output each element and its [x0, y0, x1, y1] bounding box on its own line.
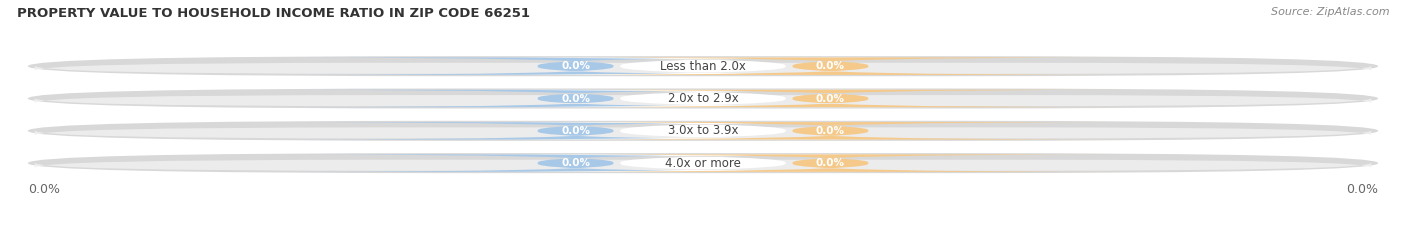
Text: 3.0x to 3.9x: 3.0x to 3.9x	[668, 124, 738, 137]
Text: 0.0%: 0.0%	[815, 61, 845, 71]
FancyBboxPatch shape	[269, 90, 882, 107]
Text: 4.0x or more: 4.0x or more	[665, 157, 741, 170]
Text: 2.0x to 2.9x: 2.0x to 2.9x	[668, 92, 738, 105]
Text: Source: ZipAtlas.com: Source: ZipAtlas.com	[1271, 7, 1389, 17]
Text: Less than 2.0x: Less than 2.0x	[659, 60, 747, 73]
FancyBboxPatch shape	[524, 154, 1137, 172]
FancyBboxPatch shape	[28, 56, 1378, 76]
Text: 0.0%: 0.0%	[28, 183, 60, 196]
FancyBboxPatch shape	[269, 154, 882, 172]
FancyBboxPatch shape	[28, 88, 1378, 109]
FancyBboxPatch shape	[35, 160, 1371, 171]
FancyBboxPatch shape	[35, 63, 1371, 74]
FancyBboxPatch shape	[269, 58, 882, 75]
Text: 0.0%: 0.0%	[1346, 183, 1378, 196]
Text: 0.0%: 0.0%	[815, 94, 845, 103]
FancyBboxPatch shape	[524, 122, 1137, 139]
Text: 0.0%: 0.0%	[561, 126, 591, 136]
FancyBboxPatch shape	[35, 127, 1371, 139]
FancyBboxPatch shape	[28, 121, 1378, 141]
FancyBboxPatch shape	[35, 95, 1371, 106]
FancyBboxPatch shape	[441, 58, 965, 75]
FancyBboxPatch shape	[524, 90, 1137, 107]
FancyBboxPatch shape	[524, 58, 1137, 75]
FancyBboxPatch shape	[441, 154, 965, 172]
Text: 0.0%: 0.0%	[561, 94, 591, 103]
Text: 0.0%: 0.0%	[561, 158, 591, 168]
FancyBboxPatch shape	[441, 122, 965, 139]
FancyBboxPatch shape	[269, 122, 882, 139]
FancyBboxPatch shape	[441, 90, 965, 107]
Text: 0.0%: 0.0%	[815, 126, 845, 136]
FancyBboxPatch shape	[28, 153, 1378, 173]
Text: 0.0%: 0.0%	[815, 158, 845, 168]
Text: PROPERTY VALUE TO HOUSEHOLD INCOME RATIO IN ZIP CODE 66251: PROPERTY VALUE TO HOUSEHOLD INCOME RATIO…	[17, 7, 530, 20]
Text: 0.0%: 0.0%	[561, 61, 591, 71]
